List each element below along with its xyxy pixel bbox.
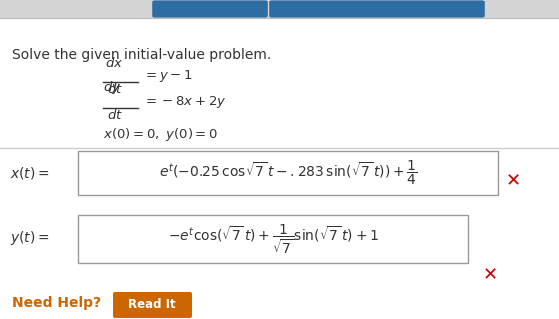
Text: $e^{t}(-0.25\,\cos\!\sqrt{7}\,t - .283\,\sin(\sqrt{7}\,t)) + \dfrac{1}{4}$: $e^{t}(-0.25\,\cos\!\sqrt{7}\,t - .283\,… [159,159,418,187]
Text: Need Help?: Need Help? [12,296,101,310]
Text: $x(t) =$: $x(t) =$ [10,165,50,181]
Text: ✕: ✕ [482,266,498,284]
Text: $dt$: $dt$ [107,108,123,122]
Text: Read It: Read It [128,299,176,311]
Text: $x(0) = 0,\ y(0) = 0$: $x(0) = 0,\ y(0) = 0$ [103,126,218,143]
Text: $= y - 1$: $= y - 1$ [143,68,193,84]
Text: $y(t) =$: $y(t) =$ [10,229,50,247]
Text: $-e^{t}\cos(\sqrt{7}\,t) + \dfrac{1}{\sqrt{7}}\sin(\sqrt{7}\,t) + 1$: $-e^{t}\cos(\sqrt{7}\,t) + \dfrac{1}{\sq… [168,222,378,256]
Text: ✕: ✕ [505,172,520,190]
Bar [78,215,468,263]
Text: $= -8x + 2y$: $= -8x + 2y$ [143,94,226,110]
Text: $dt$: $dt$ [107,82,123,96]
Text: $dx$: $dx$ [105,56,124,70]
Text: Solve the given initial-value problem.: Solve the given initial-value problem. [12,48,271,62]
Text: $dy$: $dy$ [103,79,121,96]
FancyBboxPatch shape [113,292,192,318]
Bar [78,151,498,195]
